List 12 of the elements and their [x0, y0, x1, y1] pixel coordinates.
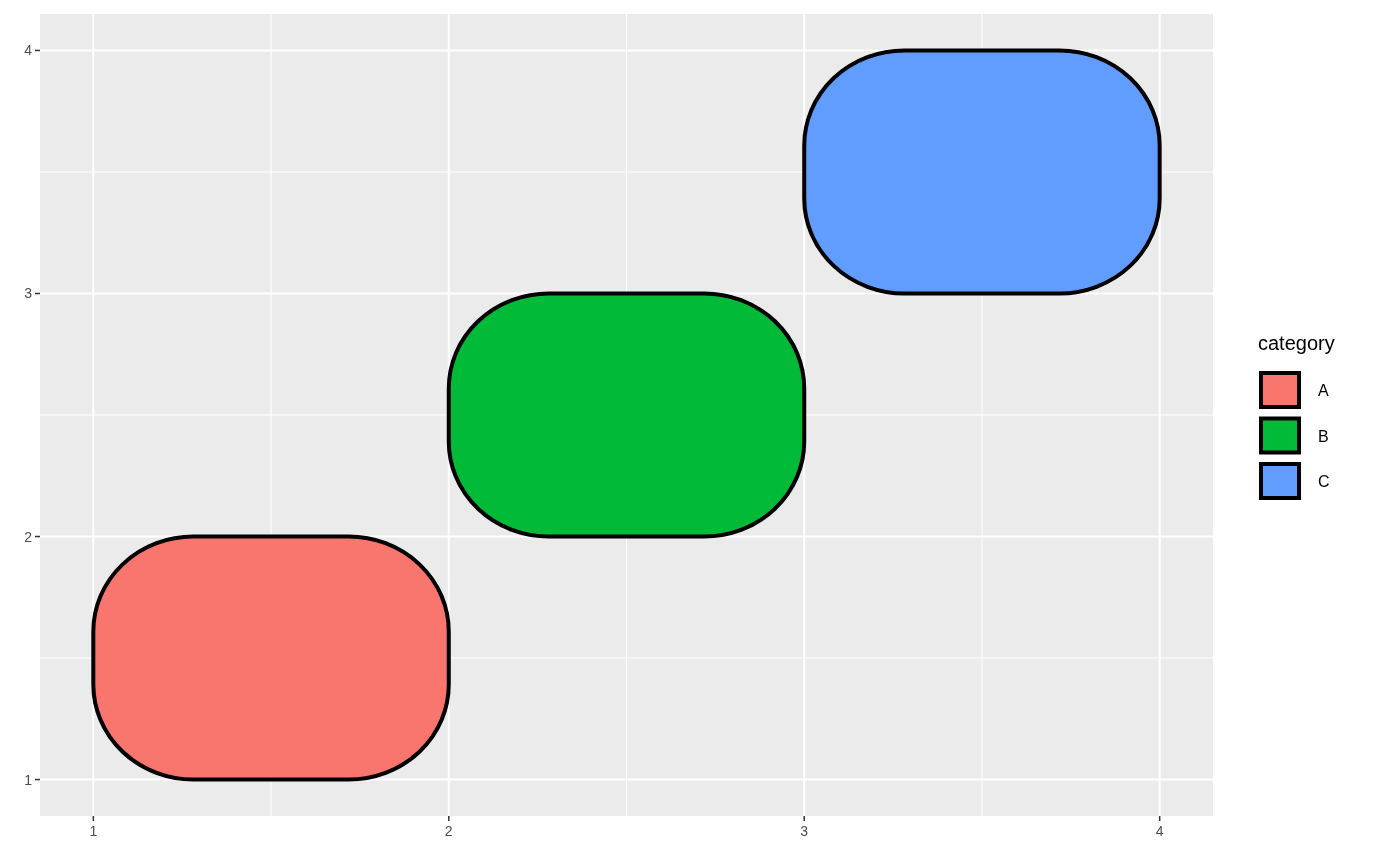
- legend-label: B: [1318, 427, 1329, 445]
- legend-label: A: [1318, 382, 1329, 399]
- legend-label: C: [1318, 473, 1330, 490]
- legend-title: category: [1258, 332, 1335, 354]
- x-tick-label: 4: [1155, 823, 1164, 839]
- x-tick-label: 1: [89, 823, 98, 839]
- y-tick-label: 3: [24, 285, 33, 302]
- x-tick-label: 3: [800, 823, 809, 839]
- y-tick-label: 1: [24, 771, 33, 788]
- x-tick-label: 2: [444, 823, 453, 839]
- y-tick-label: 4: [24, 42, 33, 59]
- y-tick-label: 2: [24, 528, 33, 545]
